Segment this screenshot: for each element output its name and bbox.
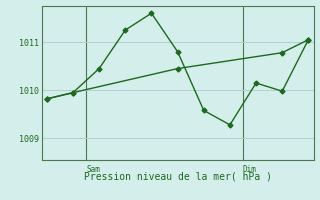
Text: Dim: Dim (243, 165, 257, 174)
Text: Sam: Sam (86, 165, 100, 174)
X-axis label: Pression niveau de la mer( hPa ): Pression niveau de la mer( hPa ) (84, 171, 272, 181)
